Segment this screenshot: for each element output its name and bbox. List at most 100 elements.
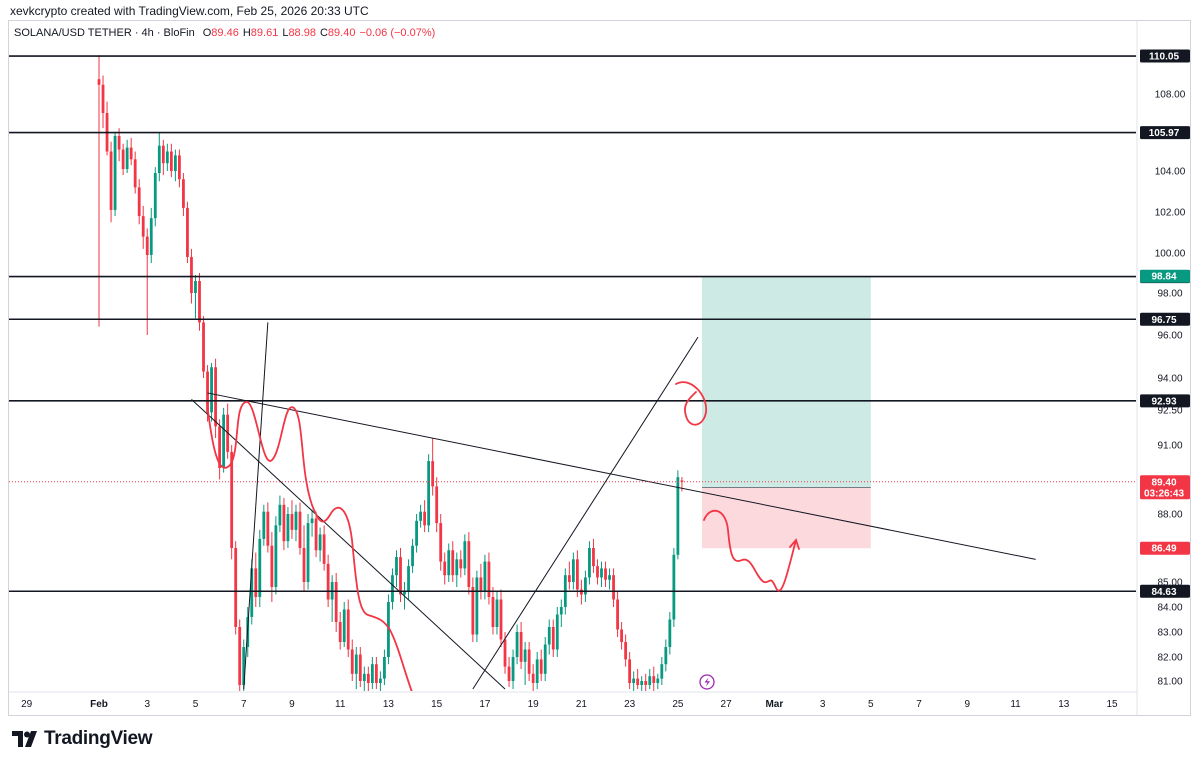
time-tick-label: 5 <box>868 699 874 710</box>
candle-body <box>218 426 221 468</box>
candle <box>145 228 149 335</box>
candle <box>551 619 555 657</box>
tradingview-logo[interactable]: TradingView <box>12 728 153 750</box>
candle-body <box>286 514 290 542</box>
time-tick-label: 5 <box>193 699 199 710</box>
candle-body <box>415 520 418 546</box>
candle-body <box>427 461 431 526</box>
alert-lightning-icon[interactable] <box>699 674 715 690</box>
candle <box>471 577 475 642</box>
tradingview-logo-text: TradingView <box>44 728 153 749</box>
price-axis[interactable]: 81.00 82.00 83.00 84.00 85.00 88.00 91.00 92.50… <box>1136 21 1186 715</box>
candle <box>612 568 615 607</box>
candle-body <box>133 159 137 188</box>
time-tick-label: 27 <box>721 699 733 710</box>
candle-body <box>531 673 535 683</box>
candle-body <box>584 577 587 595</box>
candle <box>555 607 559 657</box>
time-tick-label: 13 <box>1058 699 1070 710</box>
trendlines[interactable] <box>191 322 1036 690</box>
position-price-tag: 86.49 <box>1140 541 1190 555</box>
candle <box>463 534 467 576</box>
candle-body <box>539 659 543 674</box>
candle-body <box>366 673 370 683</box>
position-price-tag-box <box>1140 269 1190 283</box>
candle <box>286 507 290 548</box>
time-tick-label: 17 <box>479 699 491 710</box>
trendline <box>191 398 506 690</box>
price-tick-label: 98.00 <box>1157 289 1182 300</box>
candle <box>298 502 302 555</box>
candle <box>600 561 603 587</box>
candle <box>262 504 266 546</box>
candle-body <box>270 545 274 587</box>
candle <box>383 649 386 685</box>
candle <box>358 647 362 687</box>
candle <box>186 201 189 263</box>
time-tick-label: 25 <box>672 699 684 710</box>
candle-body <box>423 511 427 526</box>
last-price-tag-text: 89.40 <box>1151 477 1176 488</box>
chart-frame <box>8 20 1191 716</box>
candle <box>575 550 579 597</box>
candle <box>559 599 563 627</box>
price-tick-label: 83.00 <box>1157 628 1182 639</box>
candle <box>644 673 648 691</box>
candle <box>234 541 238 635</box>
candle-body <box>354 654 358 674</box>
candle-body <box>282 504 286 542</box>
candle <box>411 538 414 573</box>
candle-body <box>608 575 611 580</box>
horizontal-levels[interactable] <box>9 55 1136 593</box>
candle-body <box>616 599 619 630</box>
time-axis[interactable]: 29 Feb 3 5 7 9 11 13 15 17 19 21 23 25 27 Mar 3 5 7 9 11 13 15 <box>9 691 1137 710</box>
candle <box>338 612 342 650</box>
trendline <box>207 392 1036 560</box>
candle-body <box>149 218 153 255</box>
candle-body <box>342 609 346 642</box>
candle <box>656 673 660 689</box>
candle <box>535 652 539 689</box>
candle-body <box>165 151 169 164</box>
time-tick-label: 23 <box>624 699 636 710</box>
position-loss-zone <box>702 487 871 549</box>
candle <box>507 657 511 687</box>
candlestick-series <box>97 55 684 691</box>
candle <box>282 497 286 551</box>
candle-body <box>322 534 326 564</box>
candle <box>652 666 656 691</box>
candle-body <box>491 597 495 627</box>
candle <box>109 141 113 223</box>
candle <box>515 624 519 665</box>
candle-body <box>403 592 406 595</box>
candle <box>648 669 652 689</box>
candle-body <box>206 371 209 413</box>
candle-body <box>592 548 595 567</box>
level-price-tag: 105.97 <box>1140 126 1190 139</box>
long-position-tool[interactable] <box>702 276 871 549</box>
candle-body <box>274 525 278 587</box>
candle <box>314 511 318 558</box>
candle <box>202 316 205 378</box>
candle <box>391 568 394 610</box>
candle-body <box>519 632 523 662</box>
candle-body <box>387 602 390 657</box>
candle-body <box>499 599 503 640</box>
candle <box>318 527 322 562</box>
candle-body <box>157 145 161 174</box>
candle <box>495 592 499 635</box>
candle-body <box>451 550 455 576</box>
candle <box>173 149 177 182</box>
candle-body <box>503 639 507 667</box>
candle <box>616 592 619 637</box>
freehand-projection-drawing[interactable] <box>206 381 800 692</box>
position-profit-zone <box>702 276 871 488</box>
level-price-tag-text: 96.75 <box>1151 315 1176 326</box>
candle-body <box>507 666 511 681</box>
candle <box>210 362 213 422</box>
candle-body <box>395 557 398 576</box>
last-price-tag-countdown: 03:26:43 <box>1144 488 1184 499</box>
candle <box>419 504 422 528</box>
candle <box>294 504 298 542</box>
